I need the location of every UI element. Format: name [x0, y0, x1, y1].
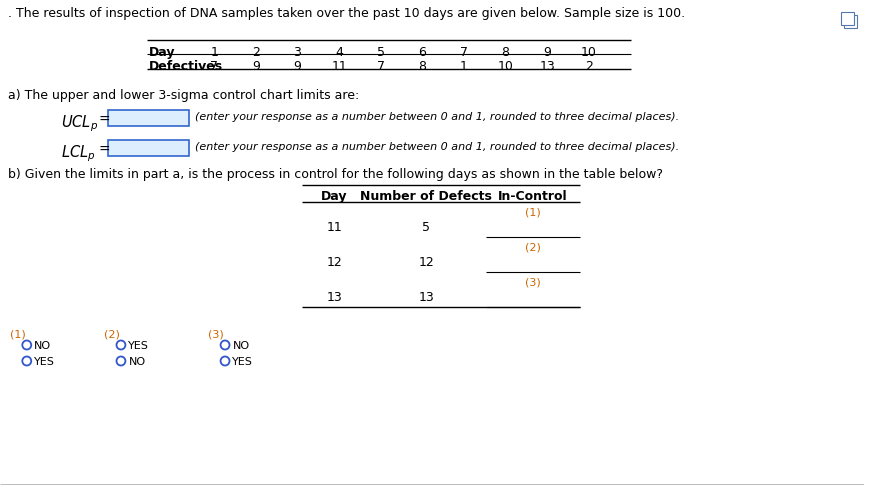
Text: Day: Day: [322, 190, 348, 203]
Text: NO: NO: [128, 356, 146, 366]
Text: b) Given the limits in part a, is the process in control for the following days : b) Given the limits in part a, is the pr…: [8, 168, 663, 181]
Text: NO: NO: [34, 340, 51, 350]
Bar: [843, 16, 856, 29]
Text: =: =: [99, 142, 110, 157]
Text: 7: 7: [210, 60, 218, 73]
Text: . The results of inspection of DNA samples taken over the past 10 days are given: . The results of inspection of DNA sampl…: [8, 7, 685, 20]
Text: YES: YES: [128, 340, 149, 350]
Text: 12: 12: [419, 256, 434, 268]
Text: Number of Defects: Number of Defects: [360, 190, 492, 203]
Text: 1: 1: [460, 60, 468, 73]
Text: YES: YES: [233, 356, 254, 366]
Text: 9: 9: [294, 60, 302, 73]
Bar: [108, 141, 189, 157]
Text: Day: Day: [149, 46, 175, 59]
Text: 1: 1: [210, 46, 218, 59]
Text: 11: 11: [331, 60, 347, 73]
Text: 7: 7: [377, 60, 385, 73]
Text: 5: 5: [422, 221, 430, 234]
Text: (enter your response as a number between 0 and 1, rounded to three decimal place: (enter your response as a number between…: [195, 142, 679, 152]
Text: 9: 9: [543, 46, 551, 59]
Text: YES: YES: [34, 356, 55, 366]
Bar: [108, 111, 189, 127]
Text: (3): (3): [208, 329, 224, 339]
Text: =: =: [99, 113, 110, 127]
Text: Defectives: Defectives: [149, 60, 223, 73]
Text: 13: 13: [419, 290, 434, 304]
Text: 7: 7: [460, 46, 468, 59]
Text: $\it{LCL}_{\it{p}}$: $\it{LCL}_{\it{p}}$: [61, 142, 96, 163]
Text: 10: 10: [498, 60, 514, 73]
Bar: [841, 13, 854, 26]
Text: 9: 9: [252, 60, 260, 73]
Text: 13: 13: [327, 290, 343, 304]
Text: 12: 12: [327, 256, 343, 268]
Text: 5: 5: [377, 46, 385, 59]
Text: (2): (2): [104, 329, 120, 339]
Text: 3: 3: [294, 46, 302, 59]
Text: 11: 11: [327, 221, 343, 234]
Text: 10: 10: [581, 46, 596, 59]
Text: (2): (2): [525, 243, 541, 252]
Text: 13: 13: [540, 60, 555, 73]
Text: 4: 4: [335, 46, 343, 59]
Text: 2: 2: [585, 60, 593, 73]
Text: 8: 8: [419, 60, 426, 73]
Text: NO: NO: [233, 340, 249, 350]
Text: In-Control: In-Control: [498, 190, 568, 203]
Text: (enter your response as a number between 0 and 1, rounded to three decimal place: (enter your response as a number between…: [195, 112, 679, 122]
Text: 8: 8: [501, 46, 509, 59]
Text: (3): (3): [525, 278, 541, 287]
Text: a) The upper and lower 3-sigma control chart limits are:: a) The upper and lower 3-sigma control c…: [8, 89, 359, 102]
Text: (1): (1): [525, 207, 541, 218]
Text: (1): (1): [10, 329, 25, 339]
Text: $\it{UCL}_{\it{p}}$: $\it{UCL}_{\it{p}}$: [61, 113, 99, 133]
Text: 2: 2: [252, 46, 260, 59]
Text: 6: 6: [419, 46, 426, 59]
